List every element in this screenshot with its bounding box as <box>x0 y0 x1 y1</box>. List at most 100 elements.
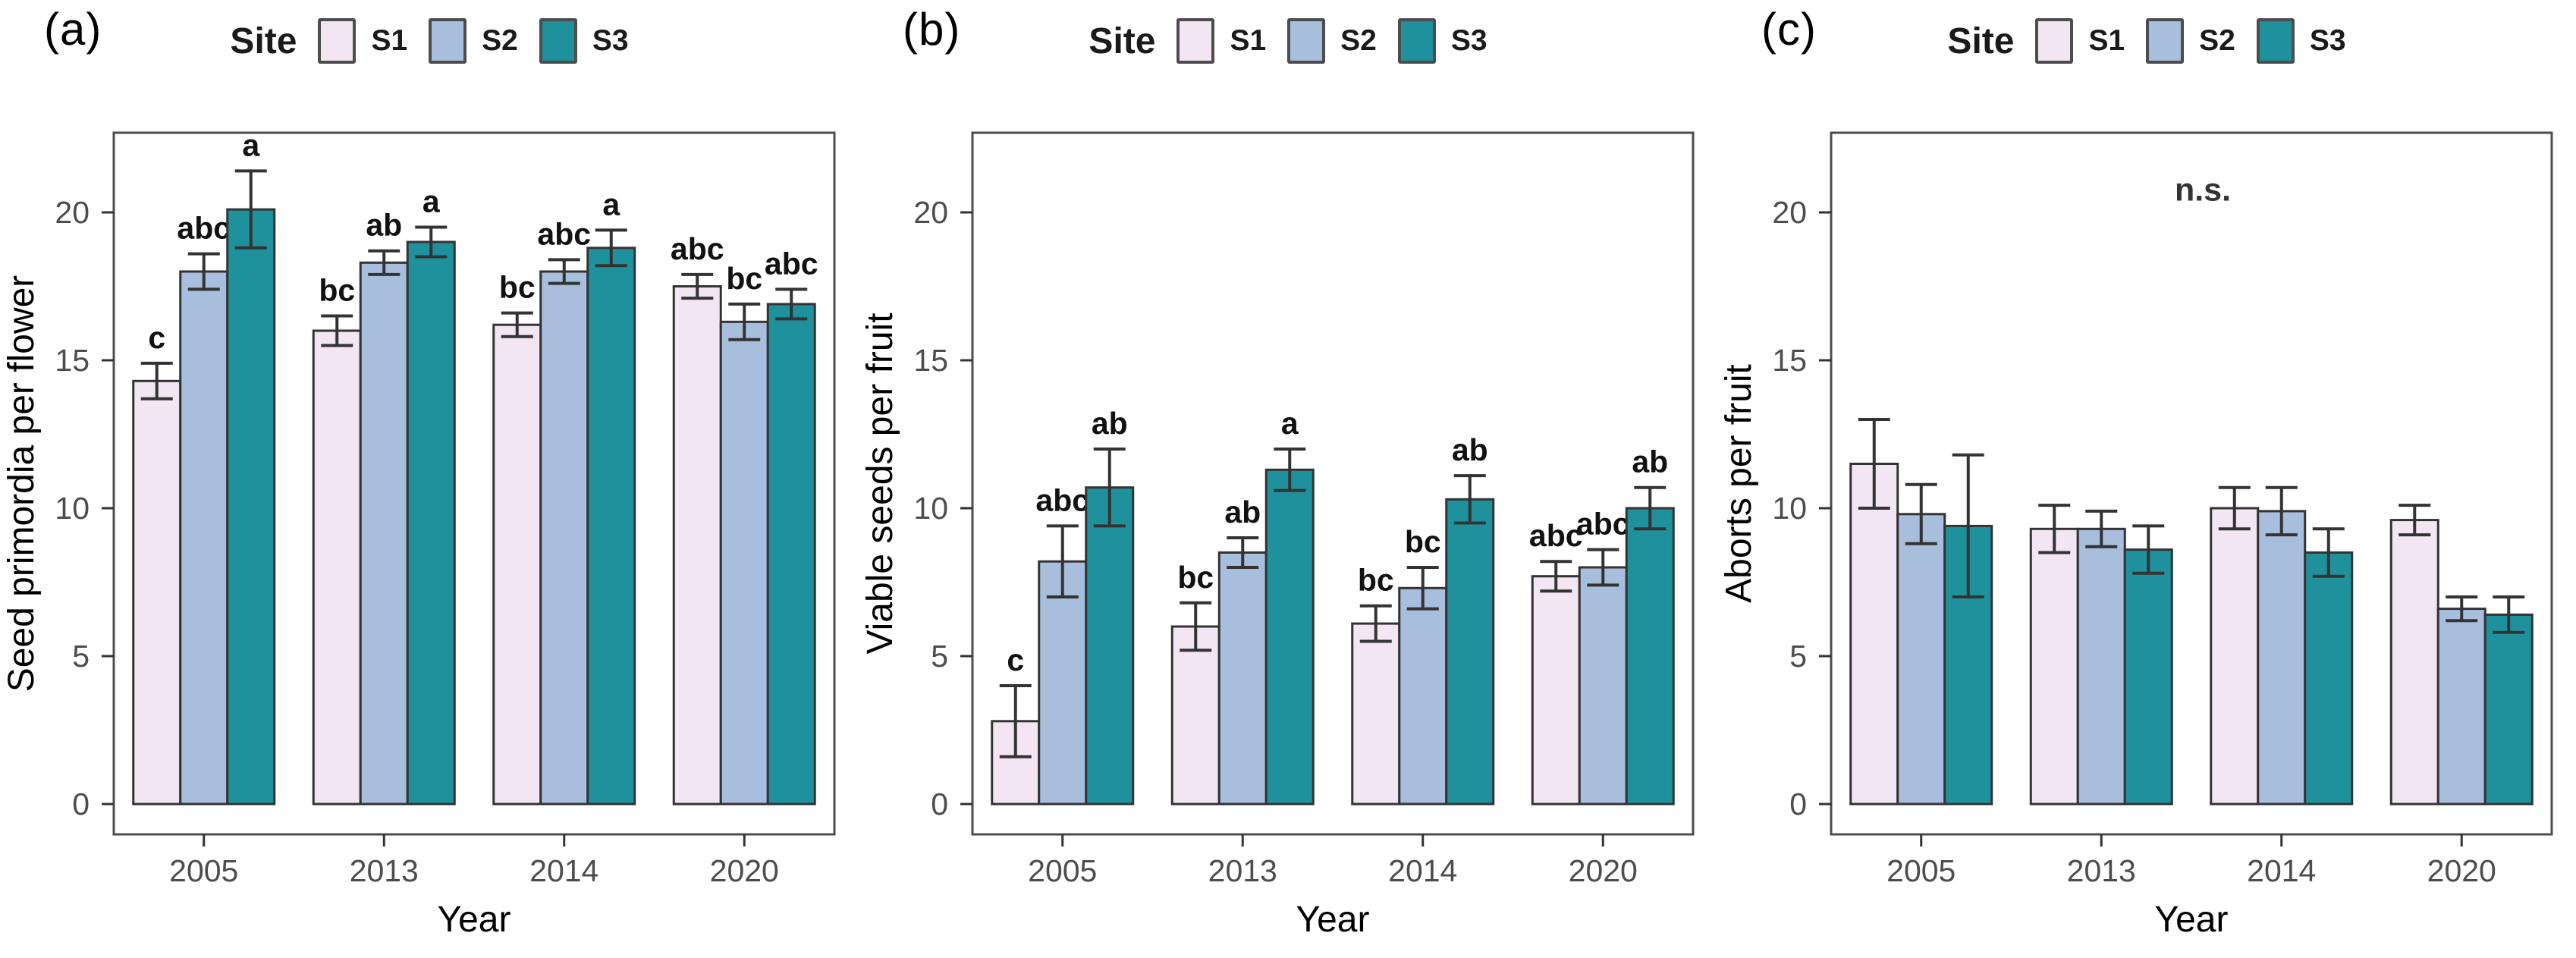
bar <box>586 247 636 806</box>
x-axis-title: Year <box>2155 900 2229 940</box>
y-tick-label: 5 <box>931 639 948 674</box>
legend-entry-s2: S2 <box>2146 18 2235 64</box>
s1-swatch-icon <box>1176 18 1215 64</box>
bar-chart-viable-seeds: 0 5 10 15 20 2005 2013 2014 2020 Year Viable seeds… <box>860 131 1695 940</box>
y-tick-label: 20 <box>1772 195 1807 230</box>
legend-label-s1: S1 <box>371 24 408 57</box>
sig-letter: c <box>148 320 165 355</box>
x-tick-label: 2014 <box>2247 853 2316 888</box>
bar <box>312 329 362 806</box>
y-tick-label: 20 <box>913 195 948 230</box>
legend-entry-s1: S1 <box>318 18 407 64</box>
bar <box>2304 551 2354 806</box>
panel-c-label: (c) <box>1761 4 1817 55</box>
legend-title: Site <box>1947 20 2015 61</box>
x-tick-label: 2014 <box>1388 853 1457 888</box>
panel-b-site-legend: Site S1 S2 S3 <box>859 18 1717 64</box>
y-tick-label: 15 <box>1772 343 1807 378</box>
bar <box>1170 625 1220 806</box>
bar-chart-aborts: 0 5 10 15 20 2005 2013 2014 2020 Year Aborts per f… <box>1719 131 2553 940</box>
legend-label-s3: S3 <box>1450 24 1487 57</box>
panel-c-site-legend: Site S1 S2 S3 <box>1717 18 2576 64</box>
sig-letter: ab <box>1092 406 1128 441</box>
y-tick-label: 10 <box>913 491 948 526</box>
y-tick-label: 5 <box>1789 639 1807 674</box>
y-axis-title: Viable seeds per fruit <box>860 313 900 654</box>
sig-letter: ab <box>366 208 402 243</box>
bar <box>1578 566 1628 806</box>
x-tick-label: 2020 <box>2427 853 2496 888</box>
legend-label-s2: S2 <box>1340 24 1377 57</box>
panel-b-label: (b) <box>903 4 961 55</box>
bar <box>2123 548 2173 806</box>
y-axis-title: Aborts per fruit <box>1719 364 1759 603</box>
panel-a: (a) Site S1 S2 S3 0 5 10 15 20 2005 2013 2014 20… <box>0 0 859 958</box>
bar <box>179 270 229 806</box>
x-tick-label: 2005 <box>169 853 238 888</box>
bar <box>2029 527 2079 806</box>
bar <box>539 270 589 806</box>
ns-annotation: n.s. <box>2175 171 2231 208</box>
s3-swatch-icon <box>1397 18 1436 64</box>
bar <box>226 208 276 806</box>
sig-letter: c <box>1007 642 1024 677</box>
bar-chart-seed-primordia: 0 5 10 15 20 2005 2013 2014 2020 Year Seed primord… <box>2 127 836 940</box>
y-axis-title: Seed primordia per flower <box>2 275 42 693</box>
legend-entry-s2: S2 <box>429 18 518 64</box>
sig-letter: abc <box>177 211 231 246</box>
y-tick-label: 20 <box>55 195 90 230</box>
panel-a-label: (a) <box>44 4 102 55</box>
sig-letter: bc <box>1358 563 1394 598</box>
s3-swatch-icon <box>539 18 577 64</box>
y-tick-label: 5 <box>72 639 90 674</box>
bar <box>1351 622 1401 806</box>
sig-letter: bc <box>499 270 536 305</box>
legend-label-s1: S1 <box>1230 24 1267 57</box>
sig-letter: abc <box>537 216 591 251</box>
bar <box>766 303 816 806</box>
sig-letter: bc <box>1405 524 1441 559</box>
bar <box>2389 519 2439 806</box>
sig-letter: ab <box>1632 444 1668 479</box>
x-tick-label: 2005 <box>1886 853 1956 888</box>
bar <box>1896 513 1946 806</box>
sig-letter: a <box>242 127 260 162</box>
legend-label-s3: S3 <box>2309 24 2346 57</box>
panel-c: (c) Site S1 S2 S3 0 5 10 15 20 2005 2013 2014 20… <box>1717 0 2576 958</box>
panel-c-header: (c) Site S1 S2 S3 <box>1717 0 2576 102</box>
legend-title: Site <box>1089 20 1156 61</box>
s3-swatch-icon <box>2256 18 2295 64</box>
bar <box>1217 551 1268 806</box>
bar <box>132 379 182 806</box>
bar <box>406 240 456 806</box>
legend-entry-s3: S3 <box>2256 18 2346 64</box>
bar <box>1625 507 1675 806</box>
x-tick-label: 2020 <box>1569 853 1638 888</box>
x-axis-title: Year <box>1296 900 1370 940</box>
legend-entry-s2: S2 <box>1287 18 1377 64</box>
panel-b-header: (b) Site S1 S2 S3 <box>859 0 1717 102</box>
bar <box>672 285 722 806</box>
legend-label-s2: S2 <box>482 24 518 57</box>
sig-letter: abc <box>1529 518 1583 553</box>
legend-label-s2: S2 <box>2199 24 2235 57</box>
x-tick-label: 2013 <box>1208 853 1277 888</box>
sig-letter: a <box>1281 406 1299 441</box>
y-tick-label: 10 <box>1772 491 1807 526</box>
sig-letter: bc <box>1177 560 1214 595</box>
bar <box>1531 575 1581 806</box>
bar <box>492 323 542 806</box>
y-tick-label: 0 <box>931 787 948 821</box>
sig-letter: a <box>602 187 620 221</box>
sig-letter: a <box>423 184 441 219</box>
y-tick-label: 15 <box>913 343 948 378</box>
legend-title: Site <box>230 20 297 61</box>
x-tick-label: 2020 <box>710 853 779 888</box>
s1-swatch-icon <box>2035 18 2074 64</box>
bar <box>1264 468 1315 806</box>
legend-label-s1: S1 <box>2088 24 2125 57</box>
bar <box>1849 463 1899 806</box>
bar <box>1445 498 1495 806</box>
bar <box>719 320 769 806</box>
